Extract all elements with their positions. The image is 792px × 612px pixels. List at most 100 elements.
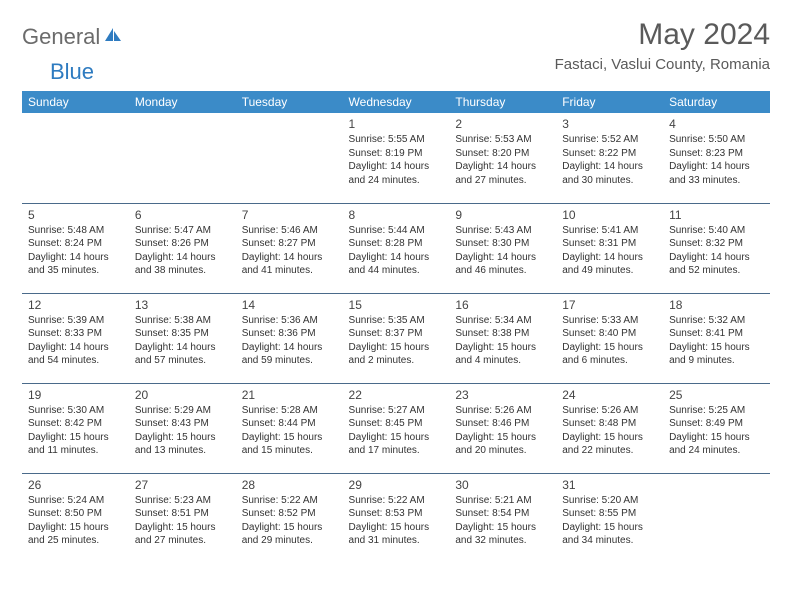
calendar-day-cell: 24Sunrise: 5:26 AMSunset: 8:48 PMDayligh… <box>556 383 663 473</box>
calendar-day-cell: 17 Sunrise: 5:33 AMSunset: 8:40 PMDayligh… <box>556 293 663 383</box>
calendar-day-cell: 14 Sunrise: 5:36 AMSunset: 8:36 PMDayligh… <box>236 293 343 383</box>
day-header: Monday <box>129 91 236 113</box>
day-header: Sunday <box>22 91 129 113</box>
calendar-day-cell: 25 Sunrise: 5:25 AMSunset: 8:49 PMDayligh… <box>663 383 770 473</box>
day-info: Sunrise: 5:50 AMSunset: 8:23 PMDaylight:… <box>669 133 764 187</box>
calendar-day-cell: 5Sunrise: 5:48 AMSunset: 8:24 PMDaylight… <box>22 203 129 293</box>
calendar-day-cell: 22 Sunrise: 5:27 AMSunset: 8:45 PMDayligh… <box>343 383 450 473</box>
calendar-day-cell: 30 Sunrise: 5:21 AMSunset: 8:54 PMDayligh… <box>449 473 556 563</box>
calendar-day-cell: 16 Sunrise: 5:34 AMSunset: 8:38 PMDayligh… <box>449 293 556 383</box>
calendar-empty-cell <box>663 473 770 563</box>
day-number: 19 <box>28 388 123 402</box>
day-number: 24 <box>562 388 657 402</box>
calendar-day-cell: 8 Sunrise: 5:44 AMSunset: 8:28 PMDaylight… <box>343 203 450 293</box>
day-number: 15 <box>349 298 444 312</box>
calendar-day-cell: 21 Sunrise: 5:28 AMSunset: 8:44 PMDayligh… <box>236 383 343 473</box>
day-number: 25 <box>669 388 764 402</box>
day-number: 13 <box>135 298 230 312</box>
calendar-day-cell: 10 Sunrise: 5:41 AMSunset: 8:31 PMDayligh… <box>556 203 663 293</box>
calendar-table: SundayMondayTuesdayWednesdayThursdayFrid… <box>22 91 770 563</box>
calendar-day-cell: 3Sunrise: 5:52 AMSunset: 8:22 PMDaylight… <box>556 113 663 203</box>
day-info: Sunrise: 5:25 AMSunset: 8:49 PMDaylight:… <box>669 404 764 458</box>
title-block: May 2024 Fastaci, Vaslui County, Romania <box>555 18 770 73</box>
day-number: 17 <box>562 298 657 312</box>
day-number: 30 <box>455 478 550 492</box>
day-info: Sunrise: 5:27 AMSunset: 8:45 PMDaylight:… <box>349 404 444 458</box>
day-info: Sunrise: 5:39 AMSunset: 8:33 PMDaylight:… <box>28 314 123 368</box>
logo-text-general: General <box>22 24 100 50</box>
day-number: 11 <box>669 208 764 222</box>
day-info: Sunrise: 5:22 AMSunset: 8:53 PMDaylight:… <box>349 494 444 548</box>
day-number: 22 <box>349 388 444 402</box>
day-number: 16 <box>455 298 550 312</box>
day-info: Sunrise: 5:41 AMSunset: 8:31 PMDaylight:… <box>562 224 657 278</box>
day-info: Sunrise: 5:55 AMSunset: 8:19 PMDaylight:… <box>349 133 444 187</box>
calendar-day-cell: 19Sunrise: 5:30 AMSunset: 8:42 PMDayligh… <box>22 383 129 473</box>
day-number: 28 <box>242 478 337 492</box>
day-info: Sunrise: 5:28 AMSunset: 8:44 PMDaylight:… <box>242 404 337 458</box>
day-info: Sunrise: 5:44 AMSunset: 8:28 PMDaylight:… <box>349 224 444 278</box>
day-info: Sunrise: 5:22 AMSunset: 8:52 PMDaylight:… <box>242 494 337 548</box>
day-info: Sunrise: 5:21 AMSunset: 8:54 PMDaylight:… <box>455 494 550 548</box>
day-number: 29 <box>349 478 444 492</box>
day-header: Tuesday <box>236 91 343 113</box>
logo-text-blue: Blue <box>50 59 94 85</box>
calendar-week-row: 5Sunrise: 5:48 AMSunset: 8:24 PMDaylight… <box>22 203 770 293</box>
day-number: 31 <box>562 478 657 492</box>
calendar-day-cell: 9Sunrise: 5:43 AMSunset: 8:30 PMDaylight… <box>449 203 556 293</box>
day-info: Sunrise: 5:29 AMSunset: 8:43 PMDaylight:… <box>135 404 230 458</box>
calendar-week-row: 1 Sunrise: 5:55 AMSunset: 8:19 PMDaylight… <box>22 113 770 203</box>
day-number: 4 <box>669 117 764 131</box>
calendar-week-row: 19Sunrise: 5:30 AMSunset: 8:42 PMDayligh… <box>22 383 770 473</box>
day-number: 9 <box>455 208 550 222</box>
day-number: 1 <box>349 117 444 131</box>
calendar-day-cell: 23Sunrise: 5:26 AMSunset: 8:46 PMDayligh… <box>449 383 556 473</box>
calendar-day-cell: 29 Sunrise: 5:22 AMSunset: 8:53 PMDayligh… <box>343 473 450 563</box>
calendar-day-cell: 2 Sunrise: 5:53 AMSunset: 8:20 PMDaylight… <box>449 113 556 203</box>
logo-sail-icon <box>104 27 122 48</box>
day-number: 10 <box>562 208 657 222</box>
calendar-page: General May 2024 Fastaci, Vaslui County,… <box>0 0 792 581</box>
day-number: 6 <box>135 208 230 222</box>
day-info: Sunrise: 5:35 AMSunset: 8:37 PMDaylight:… <box>349 314 444 368</box>
calendar-day-cell: 7 Sunrise: 5:46 AMSunset: 8:27 PMDaylight… <box>236 203 343 293</box>
day-info: Sunrise: 5:24 AMSunset: 8:50 PMDaylight:… <box>28 494 123 548</box>
calendar-day-cell: 1 Sunrise: 5:55 AMSunset: 8:19 PMDaylight… <box>343 113 450 203</box>
calendar-day-cell: 13 Sunrise: 5:38 AMSunset: 8:35 PMDayligh… <box>129 293 236 383</box>
calendar-empty-cell <box>22 113 129 203</box>
day-header: Wednesday <box>343 91 450 113</box>
calendar-week-row: 26 Sunrise: 5:24 AMSunset: 8:50 PMDayligh… <box>22 473 770 563</box>
day-number: 7 <box>242 208 337 222</box>
day-number: 23 <box>455 388 550 402</box>
day-number: 2 <box>455 117 550 131</box>
day-info: Sunrise: 5:36 AMSunset: 8:36 PMDaylight:… <box>242 314 337 368</box>
day-number: 8 <box>349 208 444 222</box>
day-number: 18 <box>669 298 764 312</box>
calendar-empty-cell <box>129 113 236 203</box>
calendar-day-cell: 12Sunrise: 5:39 AMSunset: 8:33 PMDayligh… <box>22 293 129 383</box>
location-text: Fastaci, Vaslui County, Romania <box>555 56 770 73</box>
day-info: Sunrise: 5:20 AMSunset: 8:55 PMDaylight:… <box>562 494 657 548</box>
calendar-empty-cell <box>236 113 343 203</box>
calendar-day-cell: 6 Sunrise: 5:47 AMSunset: 8:26 PMDaylight… <box>129 203 236 293</box>
day-number: 5 <box>28 208 123 222</box>
calendar-day-cell: 4 Sunrise: 5:50 AMSunset: 8:23 PMDaylight… <box>663 113 770 203</box>
calendar-head: SundayMondayTuesdayWednesdayThursdayFrid… <box>22 91 770 113</box>
day-info: Sunrise: 5:46 AMSunset: 8:27 PMDaylight:… <box>242 224 337 278</box>
day-header: Saturday <box>663 91 770 113</box>
day-header: Thursday <box>449 91 556 113</box>
day-number: 14 <box>242 298 337 312</box>
month-title: May 2024 <box>555 18 770 52</box>
day-number: 21 <box>242 388 337 402</box>
day-info: Sunrise: 5:40 AMSunset: 8:32 PMDaylight:… <box>669 224 764 278</box>
day-info: Sunrise: 5:38 AMSunset: 8:35 PMDaylight:… <box>135 314 230 368</box>
day-header-row: SundayMondayTuesdayWednesdayThursdayFrid… <box>22 91 770 113</box>
day-info: Sunrise: 5:34 AMSunset: 8:38 PMDaylight:… <box>455 314 550 368</box>
day-info: Sunrise: 5:47 AMSunset: 8:26 PMDaylight:… <box>135 224 230 278</box>
day-info: Sunrise: 5:52 AMSunset: 8:22 PMDaylight:… <box>562 133 657 187</box>
day-info: Sunrise: 5:33 AMSunset: 8:40 PMDaylight:… <box>562 314 657 368</box>
day-header: Friday <box>556 91 663 113</box>
calendar-day-cell: 27Sunrise: 5:23 AMSunset: 8:51 PMDayligh… <box>129 473 236 563</box>
day-info: Sunrise: 5:53 AMSunset: 8:20 PMDaylight:… <box>455 133 550 187</box>
day-number: 26 <box>28 478 123 492</box>
